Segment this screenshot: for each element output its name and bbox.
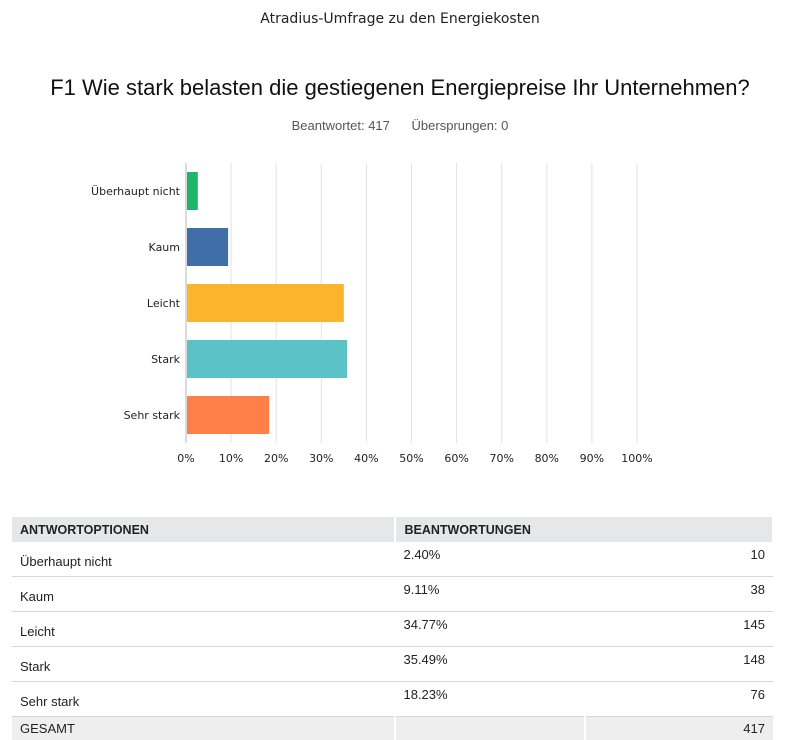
x-tick-label: 50% [399,452,423,465]
survey-title: Atradius-Umfrage zu den Energiekosten [0,11,800,27]
count-cell: 145 [585,612,773,647]
percent-cell: 18.23% [395,682,585,717]
total-row: GESAMT 417 [12,717,773,740]
bar [187,284,344,322]
percent-cell: 34.77% [395,612,585,647]
header-responses: BEANTWORTUNGEN [395,517,773,542]
total-empty-cell [395,717,585,740]
table-header-row: ANTWORTOPTIONEN BEANTWORTUNGEN [12,517,773,542]
option-cell: Sehr stark [12,682,395,717]
percent-cell: 9.11% [395,577,585,612]
x-tick-label: 20% [264,452,288,465]
bar [187,172,198,210]
table-row: Überhaupt nicht 2.40% 10 [12,542,773,577]
x-tick-label: 100% [621,452,652,465]
option-cell: Kaum [12,577,395,612]
x-tick-label: 10% [219,452,243,465]
count-cell: 76 [585,682,773,717]
option-cell: Überhaupt nicht [12,542,395,577]
response-summary: Beantwortet: 417 Übersprungen: 0 [0,118,800,133]
question-title: F1 Wie stark belasten die gestiegenen En… [0,75,800,101]
table-row: Leicht 34.77% 145 [12,612,773,647]
category-label: Stark [151,353,181,366]
x-tick-label: 70% [489,452,513,465]
category-label: Kaum [149,241,180,254]
percent-cell: 35.49% [395,647,585,682]
table-row: Stark 35.49% 148 [12,647,773,682]
bar-chart: 0% 10% 20% 30% 40% 50% 60% 70% 80% 90% 100% Überhau… [0,150,800,470]
bar [187,340,347,378]
total-count: 417 [585,717,773,740]
bar [187,228,228,266]
percent-cell: 2.40% [395,542,585,577]
total-label: GESAMT [12,717,395,740]
category-label: Sehr stark [124,409,181,422]
results-table: ANTWORTOPTIONEN BEANTWORTUNGEN Überhaupt… [12,517,774,740]
count-cell: 10 [585,542,773,577]
x-tick-label: 40% [354,452,378,465]
answered-count: Beantwortet: 417 [292,118,390,133]
x-tick-label: 90% [580,452,604,465]
count-cell: 148 [585,647,773,682]
option-cell: Leicht [12,612,395,647]
x-tick-label: 30% [309,452,333,465]
x-tick-label: 60% [444,452,468,465]
category-label: Überhaupt nicht [91,185,181,198]
table-row: Sehr stark 18.23% 76 [12,682,773,717]
skipped-count: Übersprungen: 0 [412,118,509,133]
option-cell: Stark [12,647,395,682]
header-options: ANTWORTOPTIONEN [12,517,395,542]
x-tick-label: 0% [177,452,194,465]
count-cell: 38 [585,577,773,612]
x-tick-label: 80% [535,452,559,465]
bar [187,396,269,434]
category-label: Leicht [147,297,181,310]
table-row: Kaum 9.11% 38 [12,577,773,612]
